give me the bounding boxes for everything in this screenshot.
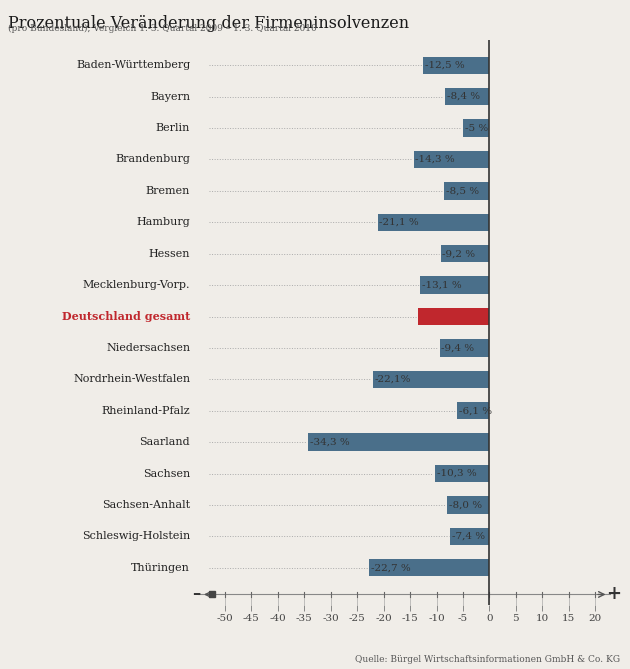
Bar — [420, 276, 490, 294]
Text: -5 %: -5 % — [464, 124, 488, 132]
Text: -8,0 %: -8,0 % — [449, 500, 482, 510]
Bar — [435, 465, 490, 482]
Text: -12,5 %: -12,5 % — [425, 61, 465, 70]
Text: Sachsen-Anhalt: Sachsen-Anhalt — [102, 500, 190, 510]
Text: -8,4 %: -8,4 % — [447, 92, 479, 101]
Text: Baden-Württemberg: Baden-Württemberg — [76, 60, 190, 70]
Text: -13,1 %: -13,1 % — [421, 280, 461, 290]
Text: Mecklenburg-Vorp.: Mecklenburg-Vorp. — [83, 280, 190, 290]
Bar — [372, 371, 490, 388]
Bar — [450, 528, 490, 545]
Bar — [447, 496, 490, 514]
Bar — [445, 88, 490, 105]
Bar — [418, 308, 490, 325]
Text: Niedersachsen: Niedersachsen — [106, 343, 190, 353]
Text: -10,3 %: -10,3 % — [437, 469, 476, 478]
Text: -6,1 %: -6,1 % — [459, 406, 492, 415]
Text: Sachsen: Sachsen — [143, 468, 190, 478]
Text: Berlin: Berlin — [156, 123, 190, 133]
Text: –: – — [192, 586, 200, 603]
Text: +: + — [606, 585, 621, 603]
Bar — [378, 213, 490, 231]
Text: -13,5 %: -13,5 % — [420, 312, 462, 321]
Bar — [369, 559, 490, 577]
Bar — [414, 151, 490, 168]
Text: Quelle: Bürgel Wirtschaftsinformationen GmbH & Co. KG: Quelle: Bürgel Wirtschaftsinformationen … — [355, 655, 621, 664]
Text: Bremen: Bremen — [146, 186, 190, 196]
Text: Nordrhein-Westfalen: Nordrhein-Westfalen — [73, 375, 190, 384]
Text: -22,7 %: -22,7 % — [371, 563, 411, 572]
Text: -7,4 %: -7,4 % — [452, 532, 485, 541]
Bar — [441, 245, 490, 262]
Bar — [440, 339, 490, 357]
Text: -21,1 %: -21,1 % — [379, 218, 419, 227]
Text: -8,5 %: -8,5 % — [446, 187, 479, 195]
Text: -14,3 %: -14,3 % — [415, 155, 455, 164]
Text: Rheinland-Pfalz: Rheinland-Pfalz — [101, 405, 190, 415]
Text: -22,1%: -22,1% — [374, 375, 411, 384]
Text: Schleswig-Holstein: Schleswig-Holstein — [82, 531, 190, 541]
Bar — [463, 120, 490, 136]
Text: Thüringen: Thüringen — [131, 563, 190, 573]
Text: Prozentuale Veränderung der Firmeninsolvenzen: Prozentuale Veränderung der Firmeninsolv… — [8, 15, 409, 32]
Text: -9,2 %: -9,2 % — [442, 249, 476, 258]
Text: -9,4 %: -9,4 % — [441, 343, 474, 353]
Bar — [423, 57, 490, 74]
Bar — [457, 402, 490, 419]
Text: Deutschland gesamt: Deutschland gesamt — [62, 311, 190, 322]
Text: Hamburg: Hamburg — [137, 217, 190, 227]
Text: (pro Bundesland), Vergleich 1.-3. Quartal 2009 – 1.-3. Quartal 2010: (pro Bundesland), Vergleich 1.-3. Quarta… — [8, 23, 316, 33]
Text: Brandenburg: Brandenburg — [115, 155, 190, 165]
Text: -34,3 %: -34,3 % — [309, 438, 349, 447]
Text: Bayern: Bayern — [150, 92, 190, 102]
Text: Hessen: Hessen — [149, 249, 190, 259]
Bar — [308, 434, 490, 451]
Bar — [444, 182, 490, 199]
Text: Saarland: Saarland — [140, 437, 190, 447]
